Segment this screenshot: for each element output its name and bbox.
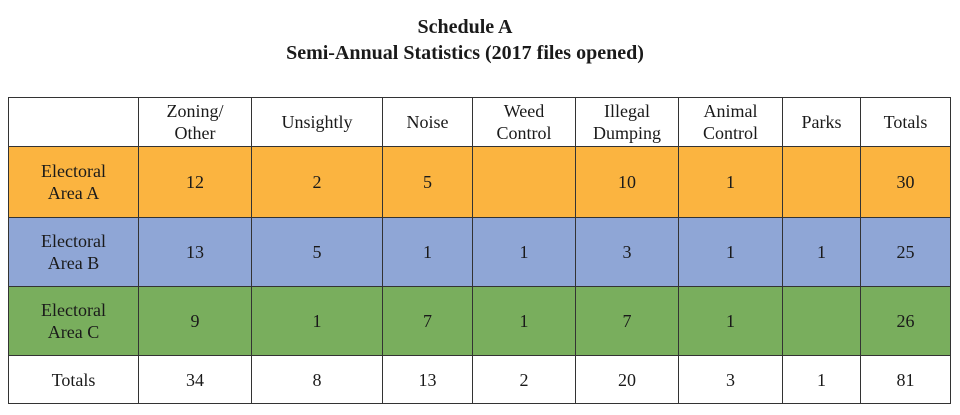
table-row: Electoral Area C 9 1 7 1 7 1 26 — [8, 286, 951, 356]
column-header: Animal Control — [678, 97, 783, 147]
table-cell: 25 — [860, 217, 951, 287]
totals-cell: 13 — [382, 355, 473, 404]
table-cell: 1 — [678, 217, 783, 287]
totals-cell: 34 — [138, 355, 252, 404]
table-cell: 10 — [575, 146, 679, 218]
table-row: Electoral Area A 12 2 5 10 1 30 — [8, 146, 951, 218]
totals-cell: 2 — [472, 355, 576, 404]
totals-cell: 3 — [678, 355, 783, 404]
column-header: Illegal Dumping — [575, 97, 679, 147]
totals-cell: 8 — [251, 355, 383, 404]
table-row: Electoral Area B 13 5 1 1 3 1 1 25 — [8, 217, 951, 287]
title-block: Schedule A Semi-Annual Statistics (2017 … — [0, 14, 930, 66]
table-cell — [782, 146, 861, 218]
table-cell: 7 — [382, 286, 473, 356]
table-cell: 3 — [575, 217, 679, 287]
row-label: Electoral Area A — [8, 146, 139, 218]
table-cell: 30 — [860, 146, 951, 218]
row-label: Electoral Area B — [8, 217, 139, 287]
table-cell — [782, 286, 861, 356]
row-label: Electoral Area C — [8, 286, 139, 356]
totals-cell: 1 — [782, 355, 861, 404]
column-header: Parks — [782, 97, 861, 147]
table-cell: 1 — [678, 286, 783, 356]
table-cell — [472, 146, 576, 218]
column-header: Weed Control — [472, 97, 576, 147]
column-header: Noise — [382, 97, 473, 147]
table-cell: 5 — [382, 146, 473, 218]
table-cell: 1 — [472, 286, 576, 356]
column-header: Zoning/ Other — [138, 97, 252, 147]
table-cell: 9 — [138, 286, 252, 356]
schedule-subtitle: Semi-Annual Statistics (2017 files opene… — [286, 42, 644, 64]
table-cell: 2 — [251, 146, 383, 218]
table-cell: 1 — [678, 146, 783, 218]
table-cell: 26 — [860, 286, 951, 356]
totals-label: Totals — [8, 355, 139, 404]
table-cell: 1 — [782, 217, 861, 287]
header-row: Zoning/ Other Unsightly Noise Weed Contr… — [8, 97, 951, 147]
column-header: Unsightly — [251, 97, 383, 147]
table-cell: 12 — [138, 146, 252, 218]
statistics-table: Zoning/ Other Unsightly Noise Weed Contr… — [8, 97, 951, 404]
table-cell: 7 — [575, 286, 679, 356]
corner-cell — [8, 97, 139, 147]
table-cell: 5 — [251, 217, 383, 287]
table-cell: 1 — [382, 217, 473, 287]
schedule-title: Schedule A — [417, 16, 513, 38]
table-cell: 1 — [472, 217, 576, 287]
table-cell: 13 — [138, 217, 252, 287]
totals-cell: 81 — [860, 355, 951, 404]
column-header: Totals — [860, 97, 951, 147]
totals-cell: 20 — [575, 355, 679, 404]
table-cell: 1 — [251, 286, 383, 356]
totals-row: Totals 34 8 13 2 20 3 1 81 — [8, 355, 951, 404]
